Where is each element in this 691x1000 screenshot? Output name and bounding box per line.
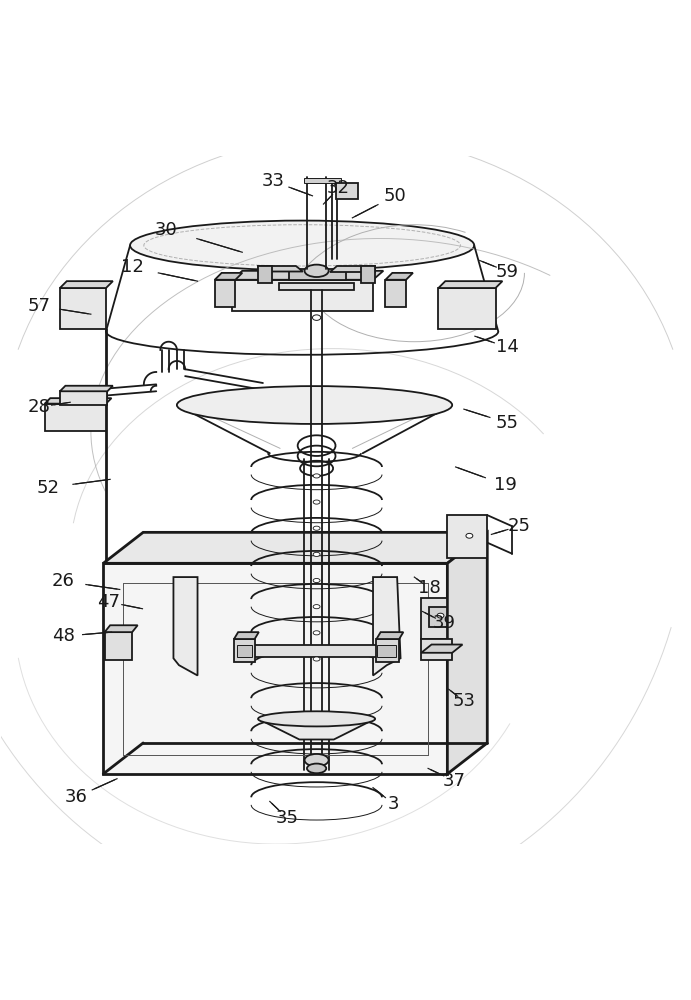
- Polygon shape: [386, 273, 413, 280]
- Ellipse shape: [466, 533, 473, 538]
- Ellipse shape: [258, 711, 375, 726]
- Polygon shape: [336, 183, 358, 199]
- Polygon shape: [278, 283, 354, 290]
- Polygon shape: [215, 273, 243, 280]
- Polygon shape: [304, 178, 341, 183]
- Polygon shape: [258, 266, 272, 283]
- Text: 26: 26: [52, 572, 75, 590]
- Ellipse shape: [307, 764, 326, 773]
- Ellipse shape: [177, 386, 452, 424]
- Text: 53: 53: [453, 692, 475, 710]
- Ellipse shape: [313, 631, 320, 635]
- Text: 59: 59: [495, 263, 519, 281]
- Polygon shape: [258, 719, 375, 740]
- Polygon shape: [236, 645, 397, 657]
- Polygon shape: [60, 386, 113, 391]
- Polygon shape: [103, 563, 447, 774]
- Polygon shape: [289, 269, 346, 280]
- Polygon shape: [377, 639, 399, 662]
- Ellipse shape: [313, 552, 320, 556]
- Polygon shape: [234, 639, 255, 662]
- Polygon shape: [104, 625, 138, 632]
- Polygon shape: [422, 645, 462, 653]
- Ellipse shape: [313, 578, 320, 583]
- Polygon shape: [330, 266, 375, 272]
- Text: 28: 28: [28, 398, 50, 416]
- Text: 30: 30: [155, 221, 178, 239]
- Polygon shape: [237, 645, 252, 657]
- Polygon shape: [234, 632, 259, 639]
- Polygon shape: [386, 280, 406, 307]
- Text: 33: 33: [262, 172, 285, 190]
- Text: 37: 37: [443, 772, 466, 790]
- Polygon shape: [103, 532, 487, 563]
- Polygon shape: [377, 632, 404, 639]
- Ellipse shape: [313, 526, 320, 530]
- Text: 55: 55: [495, 414, 519, 432]
- Text: 32: 32: [327, 179, 350, 197]
- Polygon shape: [258, 266, 303, 272]
- Polygon shape: [430, 607, 447, 627]
- Polygon shape: [232, 271, 384, 280]
- Text: 12: 12: [121, 258, 144, 276]
- Polygon shape: [104, 632, 132, 660]
- Polygon shape: [438, 288, 495, 329]
- Polygon shape: [361, 266, 375, 283]
- Ellipse shape: [313, 474, 320, 478]
- Ellipse shape: [313, 657, 320, 661]
- Text: 36: 36: [64, 788, 87, 806]
- Polygon shape: [377, 645, 397, 657]
- Polygon shape: [232, 280, 373, 311]
- Polygon shape: [447, 532, 487, 774]
- Text: 52: 52: [37, 479, 59, 497]
- Polygon shape: [173, 577, 198, 675]
- Polygon shape: [422, 598, 447, 639]
- Polygon shape: [60, 288, 106, 329]
- Polygon shape: [447, 515, 487, 558]
- Ellipse shape: [312, 315, 321, 320]
- Ellipse shape: [313, 500, 320, 504]
- Text: 19: 19: [494, 476, 517, 494]
- Text: 14: 14: [496, 338, 519, 356]
- Polygon shape: [422, 639, 452, 660]
- Text: 50: 50: [384, 187, 406, 205]
- Text: 47: 47: [97, 593, 120, 611]
- Polygon shape: [215, 280, 236, 307]
- Text: 3: 3: [388, 795, 399, 813]
- Text: 18: 18: [418, 579, 441, 597]
- Ellipse shape: [305, 754, 329, 766]
- Polygon shape: [45, 404, 106, 431]
- Polygon shape: [60, 391, 107, 405]
- Ellipse shape: [437, 613, 444, 618]
- Text: 48: 48: [52, 627, 75, 645]
- Text: 57: 57: [28, 297, 50, 315]
- Ellipse shape: [130, 221, 474, 270]
- Ellipse shape: [305, 265, 329, 277]
- Text: 35: 35: [276, 809, 299, 827]
- Polygon shape: [60, 281, 113, 288]
- Polygon shape: [438, 281, 502, 288]
- Ellipse shape: [313, 605, 320, 609]
- Text: 25: 25: [507, 517, 531, 535]
- Text: 39: 39: [433, 614, 455, 632]
- Polygon shape: [45, 398, 111, 404]
- Polygon shape: [373, 577, 401, 675]
